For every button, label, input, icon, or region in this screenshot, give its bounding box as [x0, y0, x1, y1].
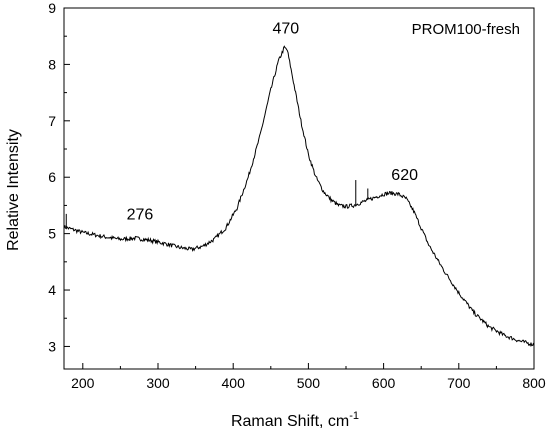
x-axis-title: Raman Shift, cm-1 — [231, 410, 359, 430]
x-tick-label: 600 — [372, 375, 396, 391]
y-tick-label: 6 — [48, 169, 56, 185]
y-axis: 3 4 5 6 7 8 9 — [48, 0, 70, 354]
x-tick-label: 200 — [71, 375, 95, 391]
peak-label-620: 620 — [391, 167, 418, 184]
x-tick-label: 800 — [522, 375, 546, 391]
x-tick-label: 700 — [447, 375, 471, 391]
peak-label-276: 276 — [127, 207, 154, 224]
x-tick-label: 400 — [222, 375, 246, 391]
x-axis-title-superscript: -1 — [349, 410, 359, 422]
plot-frame — [63, 7, 535, 370]
x-tick-label: 300 — [146, 375, 170, 391]
y-tick-label: 5 — [48, 226, 56, 242]
legend-label: PROM100-fresh — [412, 21, 520, 38]
x-axis-title-text: Raman Shift, cm — [231, 413, 349, 430]
x-axis: 200 300 400 500 600 700 800 — [71, 363, 546, 391]
y-tick-label: 8 — [48, 56, 56, 72]
y-axis-title: Relative Intensity — [5, 129, 22, 251]
y-tick-label: 7 — [48, 113, 56, 129]
peak-annotations: 276 470 620 — [127, 20, 419, 223]
peak-label-470: 470 — [272, 20, 299, 37]
y-tick-label: 9 — [48, 0, 56, 16]
y-tick-label: 4 — [48, 282, 56, 298]
series-line-prom100-fresh — [63, 45, 535, 347]
spike-group — [65, 180, 369, 228]
y-tick-label: 3 — [48, 338, 56, 354]
x-tick-label: 500 — [297, 375, 321, 391]
plot-area — [63, 7, 535, 370]
